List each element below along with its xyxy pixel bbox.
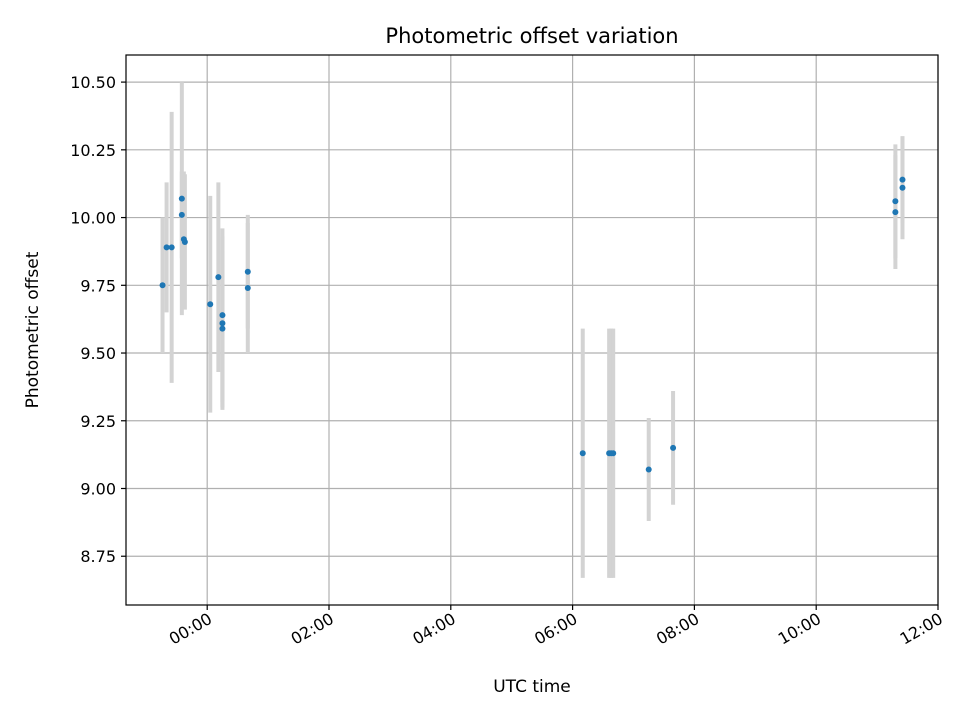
- data-point: [610, 450, 617, 457]
- data-point: [899, 176, 906, 183]
- y-tick-label: 10.00: [70, 209, 116, 228]
- data-point: [215, 274, 222, 281]
- data-point: [219, 325, 226, 332]
- data-point: [178, 195, 185, 202]
- data-point: [579, 450, 586, 457]
- y-tick-label: 10.25: [70, 141, 116, 160]
- data-point: [645, 466, 652, 473]
- data-point: [244, 268, 251, 275]
- data-point: [244, 285, 251, 292]
- y-axis-ticks: 8.75 9.00 9.25 9.50 9.75 10.00 10.25 10.50: [70, 73, 126, 566]
- data-point: [892, 198, 899, 205]
- x-tick-label: 08:00: [653, 609, 702, 649]
- x-tick-label: 12:00: [897, 609, 946, 649]
- chart-title: Photometric offset variation: [385, 24, 678, 48]
- data-point: [899, 184, 906, 191]
- y-axis-label: Photometric offset: [23, 251, 43, 408]
- plot-frame: [125, 54, 939, 606]
- x-tick-label: 02:00: [288, 609, 337, 649]
- data-point: [207, 301, 214, 308]
- y-tick-label: 9.00: [80, 479, 116, 498]
- y-tick-label: 10.50: [70, 73, 116, 92]
- x-tick-label: 04:00: [409, 609, 458, 649]
- y-tick-label: 8.75: [80, 547, 116, 566]
- y-tick-label: 9.75: [80, 276, 116, 295]
- y-tick-label: 9.25: [80, 412, 116, 431]
- data-point: [168, 244, 175, 251]
- data-point: [159, 282, 166, 289]
- data-point: [670, 444, 677, 451]
- y-tick-label: 9.50: [80, 344, 116, 363]
- error-bars: [160, 82, 905, 578]
- x-tick-label: 10:00: [775, 609, 824, 649]
- data-point: [178, 211, 185, 218]
- x-tick-label: 06:00: [531, 609, 580, 649]
- data-points: [159, 176, 906, 473]
- data-point: [219, 320, 226, 327]
- x-tick-label: 00:00: [166, 609, 215, 649]
- data-point: [181, 238, 188, 245]
- grid: [126, 55, 939, 605]
- x-axis-label: UTC time: [493, 677, 571, 697]
- x-axis-ticks: 00:00 02:00 04:00 06:00 08:00 10:00 12:00: [166, 605, 946, 649]
- data-point: [163, 244, 170, 251]
- data-point: [219, 312, 226, 319]
- data-point: [892, 209, 899, 216]
